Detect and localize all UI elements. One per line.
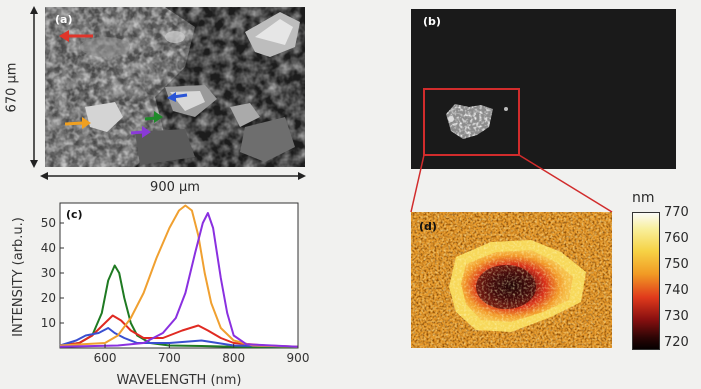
panel-a: (a) (45, 7, 305, 167)
y-tick-label: 40 (41, 241, 56, 255)
colorbar-ticks: 770 760 750 740 730 720 (664, 205, 700, 355)
spectrum-line-2 (59, 327, 299, 348)
y-tick-label: 50 (41, 216, 56, 230)
colorbar-unit: nm (632, 190, 655, 206)
spectrum-line-0 (59, 264, 299, 349)
y-tick-label: 30 (41, 266, 56, 280)
colorbar-tick: 740 (664, 283, 689, 298)
height-dimension-label: 670 µm (4, 62, 20, 113)
micrograph-image (45, 7, 305, 167)
colorbar-tick: 760 (664, 231, 689, 246)
purple-arrow-icon (130, 126, 151, 138)
colorbar-tick: 770 (664, 205, 689, 220)
width-dimension-label: 900 µm (150, 180, 200, 195)
colorbar (632, 212, 660, 350)
x-tick-label: 700 (158, 351, 181, 365)
green-arrow-icon (144, 111, 163, 123)
panel-b-label: (b) (423, 15, 441, 28)
spectra-chart: 600 700 800 900 10 20 30 40 50 (c) WAVELENGTH (… (11, 202, 310, 388)
colorbar-tick: 750 (664, 257, 689, 272)
spectrum-line-3 (59, 204, 299, 348)
panel-b: (b) (411, 9, 676, 169)
x-tick-label: 900 (287, 351, 310, 365)
colorbar-tick: 730 (664, 309, 689, 324)
spectrum-line-4 (59, 212, 299, 348)
x-axis-label: WAVELENGTH (nm) (117, 373, 242, 388)
y-axis-label: INTENSITY (arb.u.) (11, 217, 26, 337)
panel-d-label: (d) (419, 220, 437, 233)
red-arrow-icon (59, 30, 93, 42)
y-tick-label: 10 (41, 316, 56, 330)
horizontal-dimension-arrow-icon (40, 172, 306, 180)
orange-arrow-icon (64, 117, 91, 129)
x-tick-label: 600 (94, 351, 117, 365)
wavelength-map (411, 212, 612, 348)
panel-a-label: (a) (55, 13, 73, 26)
colorbar-tick: 720 (664, 335, 689, 350)
y-tick-label: 20 (41, 291, 56, 305)
blue-arrow-icon (167, 92, 188, 102)
panel-d: (d) (411, 212, 612, 348)
vertical-dimension-arrow-icon (30, 6, 38, 168)
x-tick-label: 800 (222, 351, 245, 365)
overview-image (446, 104, 508, 139)
plot-area (59, 202, 299, 349)
panel-c-label: (c) (66, 208, 83, 221)
arrows-layer (59, 30, 188, 138)
